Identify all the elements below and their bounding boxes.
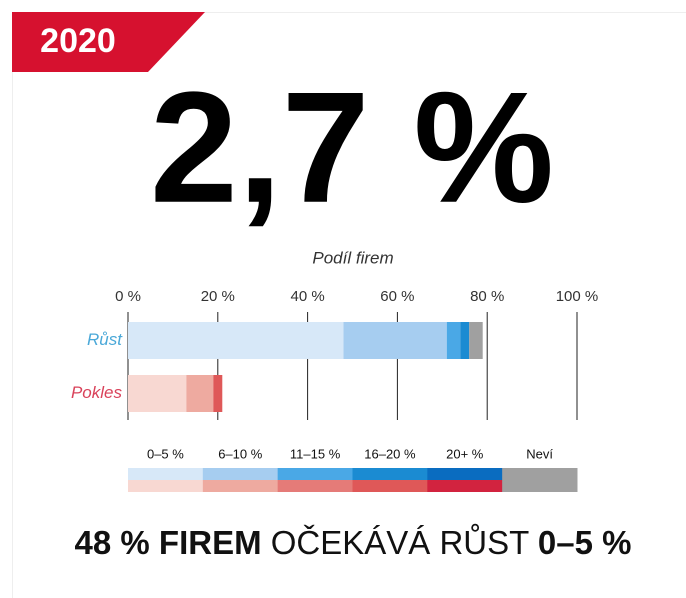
legend-swatch: [502, 480, 578, 492]
bar-segment: [186, 375, 214, 412]
legend-swatch: [128, 480, 204, 492]
bar-segment: [128, 322, 344, 359]
card: [12, 12, 686, 598]
x-tick-label: 80 %: [470, 288, 504, 305]
legend-swatch: [128, 468, 204, 480]
legend-swatch: [202, 468, 279, 480]
footer-part: 0–5 %: [538, 524, 632, 561]
bar-segment: [213, 375, 223, 412]
legend-swatch: [352, 468, 428, 480]
footer: 48 % FIREM OČEKÁVÁ RŮST 0–5 %: [75, 523, 632, 561]
legend-swatch: [277, 468, 353, 480]
x-tick-label: 60 %: [380, 288, 414, 305]
x-tick-label: 0 %: [115, 288, 141, 305]
legend-swatch: [502, 468, 578, 480]
category-label: Růst: [87, 330, 123, 349]
x-tick-label: 40 %: [290, 288, 324, 305]
legend-label: 6–10 %: [218, 446, 263, 461]
legend-swatch: [202, 480, 279, 492]
bar-segment: [343, 322, 447, 359]
legend-swatch: [277, 480, 353, 492]
legend-swatch: [352, 480, 428, 492]
legend-label: 20+ %: [446, 446, 484, 461]
x-tick-label: 100 %: [556, 288, 599, 305]
legend-label: 11–15 %: [290, 446, 341, 461]
bar-segment: [460, 322, 470, 359]
legend-label: 16–20 %: [364, 446, 416, 461]
x-tick-label: 20 %: [201, 288, 235, 305]
bar-segment: [128, 375, 187, 412]
bar-segment: [469, 322, 483, 359]
year-label: 2020: [40, 22, 116, 60]
chart-title: Podíl firem: [312, 248, 393, 267]
footer-part: 48 % FIREM: [75, 524, 262, 561]
legend-label: Neví: [526, 446, 553, 461]
category-label: Pokles: [71, 383, 123, 402]
headline: 2,7 %: [150, 60, 554, 236]
bar-segment: [446, 322, 461, 359]
year-tag: [12, 12, 205, 72]
legend-swatch: [427, 468, 503, 480]
legend-swatch: [427, 480, 503, 492]
legend-label: 0–5 %: [147, 446, 184, 461]
footer-part: OČEKÁVÁ RŮST: [262, 523, 538, 561]
